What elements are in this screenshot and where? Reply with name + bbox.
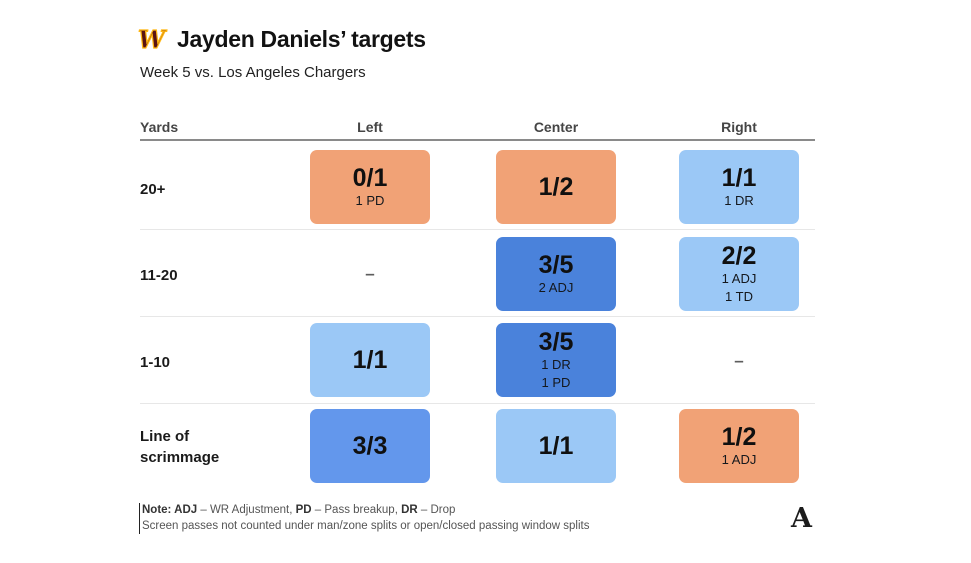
- cell-value: 1/2: [721, 422, 757, 451]
- row-label-1-10: 1-10: [140, 354, 171, 371]
- cell-note: 1 PD: [355, 192, 385, 208]
- cell-value: 0/1: [352, 163, 388, 192]
- footnote-line-1: Note: ADJ – WR Adjustment, PD – Pass bre…: [142, 502, 589, 518]
- cell-value: 3/5: [538, 250, 574, 279]
- page-title: Jayden Daniels’ targets: [177, 26, 426, 52]
- row-divider: [140, 229, 815, 230]
- text-cursor: [139, 503, 140, 534]
- cell-1-10-center: 3/5 1 DR 1 PD: [496, 323, 616, 397]
- desc-dr: – Drop: [417, 504, 456, 516]
- desc-pd: – Pass breakup,: [311, 504, 402, 516]
- cell-note: 1 TD: [725, 288, 753, 304]
- cell-value: 3/3: [352, 431, 388, 460]
- cell-los-center: 1/1: [496, 409, 616, 483]
- cell-note: 2 ADJ: [538, 279, 574, 295]
- abbr-dr: DR: [401, 504, 418, 516]
- footnote-note-label: Note:: [142, 504, 175, 516]
- cell-11-20-center: 3/5 2 ADJ: [496, 237, 616, 311]
- cell-value: 1/1: [352, 345, 388, 374]
- cell-11-20-right: 2/2 1 ADJ 1 TD: [679, 237, 799, 311]
- cell-value: 1/1: [721, 163, 757, 192]
- column-header-center: Center: [533, 119, 579, 135]
- abbr-pd: PD: [295, 504, 312, 516]
- column-header-left: Left: [357, 119, 383, 135]
- cell-value: 1/1: [538, 431, 574, 460]
- cell-los-left: 3/3: [310, 409, 430, 483]
- footnote-line-2: Screen passes not counted under man/zone…: [142, 520, 590, 532]
- row-label-20plus: 20+: [140, 181, 166, 198]
- cell-note: 1 PD: [541, 374, 571, 390]
- page-subtitle: Week 5 vs. Los Angeles Chargers: [140, 64, 366, 81]
- cell-20plus-center: 1/2: [496, 150, 616, 224]
- cell-value: 2/2: [721, 242, 757, 271]
- cell-11-20-left-empty: –: [365, 264, 375, 283]
- cell-value: 3/5: [538, 328, 574, 357]
- column-header-right: Right: [721, 119, 757, 135]
- cell-1-10-right-empty: –: [734, 351, 744, 370]
- commanders-logo-icon: W: [137, 24, 165, 54]
- cell-note: 1 DR: [541, 357, 571, 373]
- cell-20plus-left: 0/1 1 PD: [310, 150, 430, 224]
- cell-los-right: 1/2 1 ADJ: [679, 409, 799, 483]
- row-label-11-20: 11-20: [140, 267, 178, 284]
- desc-adj: – WR Adjustment,: [197, 504, 296, 516]
- row-divider: [140, 316, 815, 317]
- abbr-adj: ADJ: [174, 504, 198, 516]
- row-divider: [140, 403, 815, 404]
- row-label-line-of-scrimmage: Line of scrimmage: [140, 428, 220, 466]
- header-rule: [140, 139, 815, 141]
- cell-note: 1 ADJ: [721, 451, 757, 467]
- the-athletic-logo-icon: A: [791, 503, 812, 534]
- cell-20plus-right: 1/1 1 DR: [679, 150, 799, 224]
- footnote: Note: ADJ – WR Adjustment, PD – Pass bre…: [142, 502, 589, 534]
- cell-note: 1 ADJ: [721, 271, 757, 287]
- column-header-yards: Yards: [140, 119, 179, 135]
- cell-1-10-left: 1/1: [310, 323, 430, 397]
- cell-value: 1/2: [538, 172, 574, 201]
- cell-note: 1 DR: [724, 192, 754, 208]
